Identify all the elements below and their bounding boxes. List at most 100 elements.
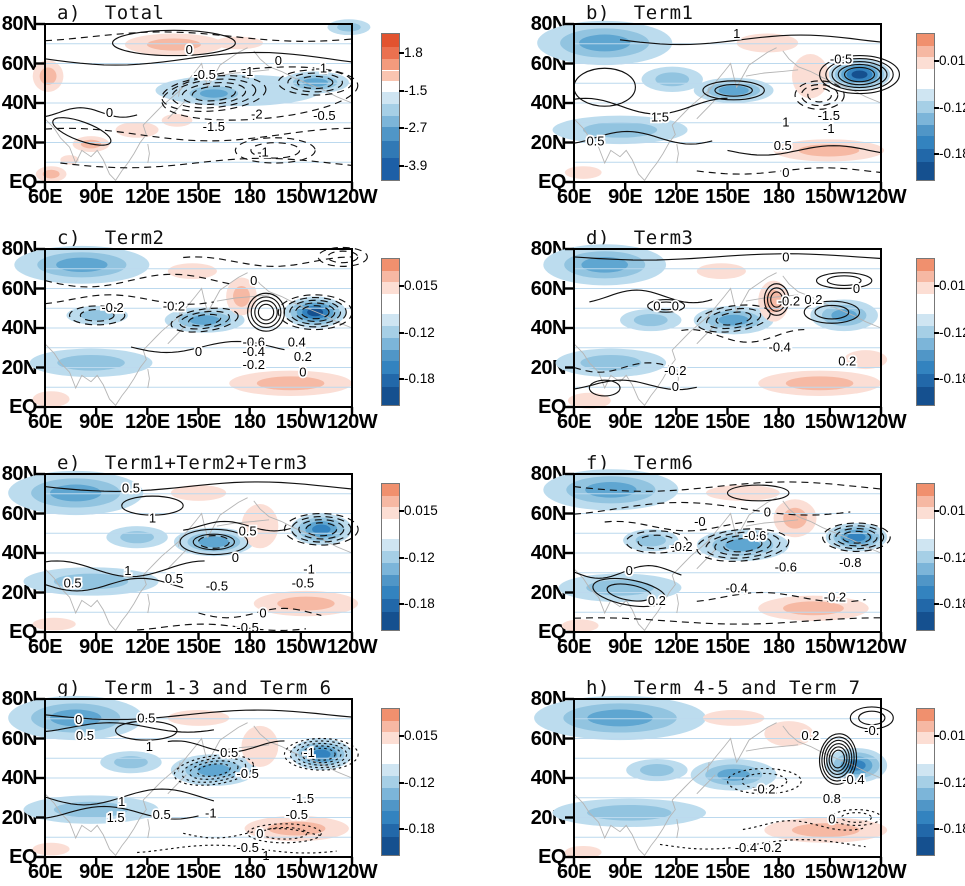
shade-negative-blob: [655, 72, 690, 87]
contour-ring: [696, 528, 790, 562]
contour-line: [659, 839, 866, 850]
contour-ring: [807, 87, 832, 103]
colorbar-segment: [382, 127, 399, 141]
contour-ring: [592, 577, 667, 608]
x-axis-label: 150W: [804, 636, 856, 658]
contour-line: [130, 340, 285, 354]
colorbar-segment: [382, 562, 399, 575]
plot-frame: [44, 698, 353, 858]
contour-label: -0.2: [101, 300, 123, 315]
contour-ring: [766, 287, 787, 312]
shade-positive-blob: [277, 596, 335, 611]
panel-f: f) Term6 80N 60N 40N 20N EQ 60E 90E 120E 150E 180 1…: [483, 450, 965, 675]
contour-label: -0.6: [243, 335, 265, 350]
contour-ring: [250, 142, 301, 159]
contour-label: -1: [316, 61, 328, 76]
shade-positive-blob: [167, 710, 230, 726]
shade-negative-blob: [725, 539, 761, 552]
contour-ring: [181, 82, 247, 106]
shade-negative-blob: [56, 257, 108, 273]
x-axis-label: 180: [762, 411, 795, 433]
contour-label: -0: [694, 514, 706, 529]
panel-title-f: f) Term6: [586, 452, 694, 474]
colorbar-tick: [399, 127, 404, 130]
contour-ring: [858, 710, 886, 726]
x-axis-label: 150E: [176, 861, 221, 883]
contour-label: 1: [118, 794, 125, 809]
contour-line: [573, 362, 682, 373]
colorbar-segment: [917, 57, 934, 70]
contour-label: 0: [75, 712, 82, 727]
shade-negative-blob: [50, 484, 102, 502]
contour-label: -0.4: [726, 580, 748, 595]
colorbar-b: [916, 33, 935, 181]
contour-label: -0.5: [236, 766, 258, 781]
contour-ring: [828, 525, 885, 550]
colorbar-segment: [917, 539, 934, 552]
colorbar-segment: [382, 70, 399, 81]
colorbar-segment: [917, 551, 934, 563]
shade-negative-blob: [586, 579, 654, 596]
shade-positive-blob: [146, 38, 201, 51]
contour-line: [44, 127, 353, 142]
panel-a: a) Total 80N 60N 40N 20N EQ 60E 90E 120E 150E 180 1…: [0, 0, 483, 225]
colorbar-segment: [917, 349, 934, 362]
colorbar-segment: [382, 115, 399, 128]
contour-label: 0: [653, 298, 660, 313]
contour-label: 0: [250, 273, 257, 288]
panel-d: d) Term3 80N 60N 40N 20N EQ 60E 90E 120E 150E 180 1…: [483, 225, 965, 450]
contour-ring: [794, 80, 845, 110]
contour-label: -1: [303, 561, 315, 576]
contour-label: 0.5: [586, 133, 604, 148]
y-axis-label: 60N: [1, 52, 38, 75]
y-axis-label: EQ: [538, 396, 566, 418]
x-axis-label: 120W: [855, 861, 907, 883]
y-axis-label: 40N: [1, 767, 38, 789]
colorbar-tick-label: -0.18: [404, 596, 435, 612]
x-axis-label: 150E: [705, 861, 750, 883]
x-axis-label: 120E: [124, 636, 170, 658]
contour-line: [573, 617, 882, 625]
colorbar-segment: [382, 158, 399, 180]
contour-line: [727, 145, 882, 156]
contour-label: -0.4: [735, 840, 757, 855]
colorbar-segment: [382, 574, 399, 587]
colorbar-tick: [934, 60, 939, 63]
x-axis-label: 90E: [608, 861, 643, 883]
contour-ring: [191, 85, 237, 102]
x-axis-label: 180: [233, 411, 266, 433]
shade-negative-blob: [847, 532, 866, 542]
contour-label: 1: [149, 511, 156, 526]
contour-ring: [714, 84, 753, 97]
contour-label: 0.2: [801, 728, 819, 743]
colorbar-segment: [382, 599, 399, 613]
x-axis-label: 90E: [79, 186, 114, 208]
x-axis-label: 60E: [556, 861, 592, 883]
colorbar-segment: [382, 374, 399, 388]
shade-negative-blob: [718, 314, 749, 326]
colorbar-tick: [399, 735, 404, 738]
contour-line: [573, 565, 682, 579]
contour-ring: [234, 137, 316, 164]
contour-label: 0: [782, 165, 789, 180]
colorbar-segment: [917, 162, 934, 180]
contour-ring: [295, 742, 348, 766]
contour-ring: [826, 743, 850, 776]
colorbar-segment: [917, 776, 934, 788]
x-axis-label: 150E: [705, 411, 750, 433]
x-axis-label: 120W: [326, 186, 378, 208]
shade-positive-blob: [167, 263, 217, 280]
shade-negative-blob: [587, 804, 672, 821]
x-axis-label: 180: [233, 861, 266, 883]
shade-negative-blob: [198, 536, 230, 548]
colorbar-segment: [382, 326, 399, 338]
x-axis-label: 180: [762, 636, 795, 658]
contour-line: [137, 623, 307, 631]
contour-label: 0: [186, 42, 193, 57]
colorbar-tick-label: -0.18: [939, 146, 965, 162]
x-axis-label: 150W: [275, 411, 327, 433]
colorbar-segment: [382, 586, 399, 600]
y-axis-label: 40N: [1, 92, 38, 114]
x-axis-label: 60E: [27, 411, 63, 433]
